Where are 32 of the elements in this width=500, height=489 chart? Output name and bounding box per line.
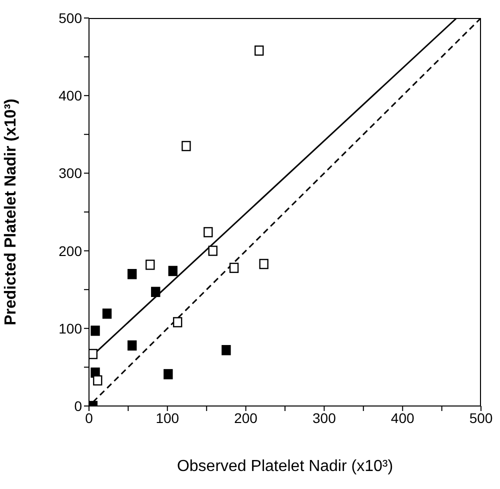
point — [254, 45, 264, 56]
x-tick-label: 0 — [85, 410, 94, 426]
point — [128, 340, 137, 351]
point — [259, 258, 268, 270]
y-tick-label: 200 — [58, 242, 82, 259]
y-tick-label: 100 — [58, 320, 82, 336]
point — [128, 268, 137, 280]
point — [102, 308, 112, 319]
point — [222, 345, 231, 356]
point — [229, 262, 239, 273]
point — [90, 326, 100, 336]
point — [93, 375, 102, 386]
x-tick-label: 100 — [156, 410, 180, 426]
point — [168, 266, 178, 276]
x-tick-label: 400 — [390, 410, 414, 426]
point — [164, 369, 173, 380]
y-tick-label: 0 — [74, 398, 82, 414]
x-axis-title: Observed Platelet Nadir (x10³) — [176, 458, 394, 475]
y-tick-label: 400 — [58, 88, 82, 104]
point — [146, 260, 155, 270]
point — [172, 317, 182, 328]
x-tick-label: 300 — [312, 410, 336, 426]
x-tick-label: 500 — [469, 410, 493, 426]
y-axis-title: Predicted Platelet Nadir (x10³) — [2, 98, 20, 326]
point — [89, 348, 98, 360]
point — [182, 140, 191, 152]
point — [204, 227, 213, 238]
point — [208, 246, 218, 256]
y-tick-label: 300 — [58, 165, 82, 182]
point — [151, 286, 160, 298]
x-tick-label: 200 — [234, 410, 258, 426]
y-tick-label: 500 — [58, 10, 82, 26]
